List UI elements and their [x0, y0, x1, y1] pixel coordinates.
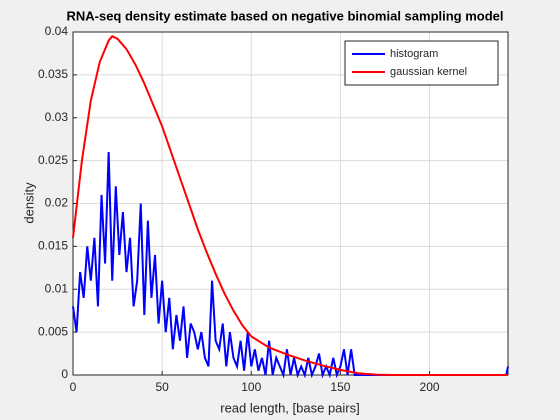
x-tick-label: 100: [241, 380, 261, 394]
y-tick-label: 0.025: [38, 153, 68, 167]
legend-label: gaussian kernel: [390, 66, 467, 78]
y-axis-label: density: [21, 182, 36, 224]
y-tick-label: 0: [61, 367, 68, 381]
x-tick-label: 50: [155, 380, 169, 394]
series-line: [72, 35, 508, 376]
y-tick-label: 0.035: [38, 67, 68, 81]
series-line: [72, 152, 509, 379]
x-tick-label: 0: [70, 380, 77, 394]
y-tick-label: 0.03: [45, 110, 69, 124]
legend-label: histogram: [390, 48, 438, 60]
y-tick-label: 0.04: [45, 24, 69, 38]
legend-box: [344, 40, 499, 86]
y-tick-label: 0.01: [45, 281, 69, 295]
y-tick-label: 0.02: [45, 196, 69, 210]
x-tick-label: 200: [420, 380, 440, 394]
x-axis-label: read length, [base pairs]: [220, 400, 359, 415]
x-tick-label: 150: [330, 380, 350, 394]
y-tick-label: 0.005: [38, 324, 68, 338]
y-tick-label: 0.015: [38, 239, 68, 253]
chart-title: RNA-seq density estimate based on negati…: [66, 8, 503, 23]
